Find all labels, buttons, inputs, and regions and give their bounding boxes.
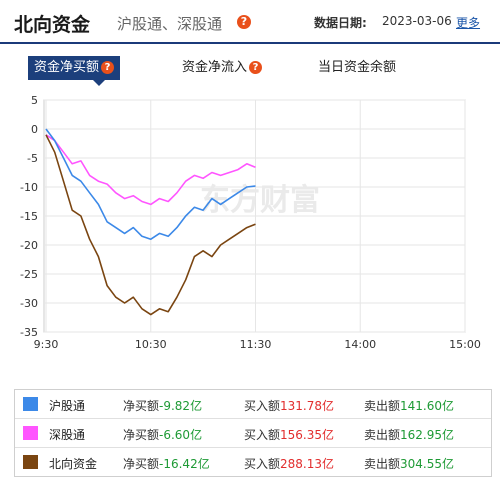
- tab-net-inflow[interactable]: 资金净流入?: [182, 56, 263, 80]
- sell-value: 162.95亿: [400, 428, 455, 442]
- watermark: 东方财富: [200, 183, 320, 218]
- page-header: 北向资金 沪股通、深股通 ? 数据日期: 2023-03-06 更多: [0, 0, 500, 44]
- sell-label: 卖出额: [364, 457, 401, 471]
- net-buy-label: 净买额: [123, 428, 160, 442]
- x-axis: 9:30 10:30 11:30 14:00 15:00: [34, 338, 481, 351]
- y-tick-label: -20: [20, 239, 38, 252]
- y-tick-label: -35: [20, 326, 38, 339]
- grid: [44, 99, 466, 333]
- sell-value: 304.55亿: [400, 457, 455, 471]
- y-tick-label: -15: [20, 210, 38, 223]
- sell-label: 卖出额: [364, 399, 401, 413]
- tab-bar: 资金净买额? 资金净流入? 当日资金余额: [0, 56, 500, 82]
- buy-value: 131.78亿: [280, 399, 335, 413]
- more-link[interactable]: 更多: [456, 16, 481, 30]
- net-buy-label: 净买额: [123, 457, 160, 471]
- tab-daily-balance[interactable]: 当日资金余额: [318, 56, 396, 80]
- tab-label: 资金净买额: [34, 60, 100, 75]
- page-title: 北向资金: [14, 14, 91, 36]
- legend-row: 深股通 净买额-6.60亿 买入额156.35亿 卖出额162.95亿: [15, 419, 491, 448]
- sell-label: 卖出额: [364, 428, 401, 442]
- net-buy-value: -9.82亿: [159, 399, 203, 413]
- y-tick-label: 5: [31, 94, 38, 107]
- series-group: [45, 128, 256, 316]
- page-subtitle: 沪股通、深股通: [117, 15, 223, 33]
- net-buy-value: -6.60亿: [159, 428, 203, 442]
- net-buy-value: -16.42亿: [159, 457, 210, 471]
- series-line: [45, 134, 256, 206]
- y-tick-label: -10: [20, 181, 38, 194]
- y-tick-label: -25: [20, 268, 38, 281]
- help-icon[interactable]: ?: [101, 61, 115, 74]
- tab-label: 当日资金余额: [318, 60, 397, 75]
- color-swatch: [23, 455, 38, 469]
- y-tick-label: -5: [27, 152, 38, 165]
- chart: 东方财富 5 0 -5 -10 -15 -20 -25 -30 -35 9:30 10:30 11:…: [20, 94, 481, 351]
- help-icon[interactable]: ?: [237, 15, 251, 29]
- y-tick-label: 0: [31, 123, 38, 136]
- sell-value: 141.60亿: [400, 399, 455, 413]
- series-name: 沪股通: [49, 399, 86, 413]
- buy-label: 买入额: [244, 428, 281, 442]
- x-tick-label: 14:00: [344, 338, 376, 351]
- series-line: [45, 128, 256, 240]
- buy-value: 288.13亿: [280, 457, 335, 471]
- series-line: [45, 134, 256, 316]
- date-label: 数据日期:: [314, 16, 367, 30]
- active-tab-pointer: [93, 80, 105, 86]
- buy-label: 买入额: [244, 457, 281, 471]
- color-swatch: [23, 397, 38, 411]
- date-value: 2023-03-06: [382, 14, 452, 28]
- series-name: 深股通: [49, 428, 86, 442]
- tab-label: 资金净流入: [182, 60, 248, 75]
- legend-row: 沪股通 净买额-9.82亿 买入额131.78亿 卖出额141.60亿: [15, 390, 491, 419]
- x-tick-label: 11:30: [240, 338, 272, 351]
- color-swatch: [23, 426, 38, 440]
- buy-value: 156.35亿: [280, 428, 335, 442]
- x-tick-label: 9:30: [34, 338, 59, 351]
- help-icon[interactable]: ?: [249, 61, 263, 74]
- legend-row: 北向资金 净买额-16.42亿 买入额288.13亿 卖出额304.55亿: [15, 448, 491, 476]
- y-tick-label: -30: [20, 297, 38, 310]
- buy-label: 买入额: [244, 399, 281, 413]
- x-tick-label: 10:30: [135, 338, 167, 351]
- y-axis: 5 0 -5 -10 -15 -20 -25 -30 -35: [20, 94, 38, 339]
- tab-net-buy[interactable]: 资金净买额?: [28, 56, 121, 80]
- net-buy-label: 净买额: [123, 399, 160, 413]
- x-tick-label: 15:00: [449, 338, 481, 351]
- legend-table: 沪股通 净买额-9.82亿 买入额131.78亿 卖出额141.60亿 深股通 …: [14, 389, 492, 477]
- series-name: 北向资金: [49, 457, 98, 471]
